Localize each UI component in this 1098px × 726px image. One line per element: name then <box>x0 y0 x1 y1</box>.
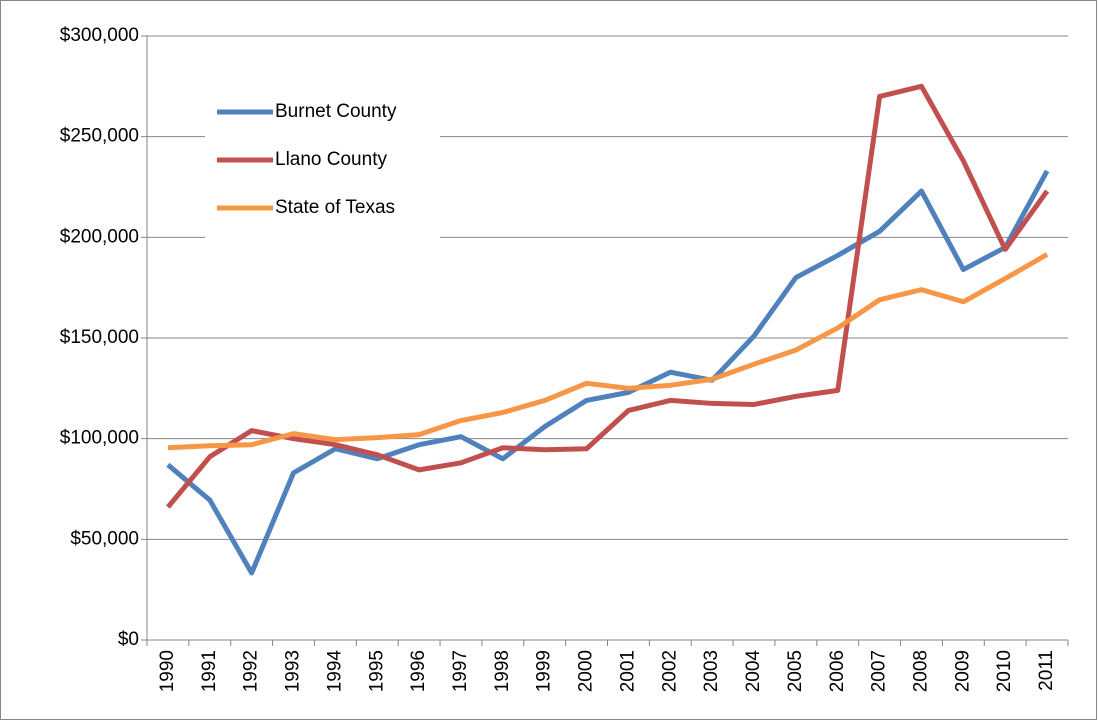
x-tick-label: 2003 <box>701 650 722 692</box>
x-tick-label: 1995 <box>366 650 387 692</box>
x-tick-label: 1993 <box>283 650 304 692</box>
y-tick-label: $0 <box>118 629 139 650</box>
legend-box <box>205 90 440 240</box>
line-series <box>167 252 1049 451</box>
x-tick-label: 1994 <box>324 650 345 693</box>
y-tick-label: $150,000 <box>60 327 139 348</box>
legend-label: Burnet County <box>275 101 397 122</box>
line-series <box>166 83 1050 509</box>
x-tick-label: 2007 <box>869 650 890 692</box>
x-tick-label: 2000 <box>576 650 597 692</box>
x-tick-label: 2005 <box>785 650 806 692</box>
y-tick-label: $200,000 <box>60 226 139 247</box>
x-tick-label: 1990 <box>157 650 178 692</box>
x-tick-label: 1992 <box>241 650 262 692</box>
x-tick-label: 1997 <box>450 650 471 692</box>
x-tick-label: 2001 <box>617 650 638 692</box>
x-tick-label: 2011 <box>1036 650 1057 691</box>
x-tick-label: 2006 <box>827 650 848 692</box>
y-tick-label: $100,000 <box>60 428 139 449</box>
y-tick-label: $50,000 <box>70 528 139 549</box>
x-tick-label: 1991 <box>199 650 220 692</box>
x-tick-label: 2010 <box>994 650 1015 692</box>
x-tick-label: 2008 <box>910 650 931 692</box>
x-tick-label: 2004 <box>743 650 764 693</box>
legend-label: State of Texas <box>275 197 395 218</box>
line-series <box>166 169 1050 576</box>
x-tick-label: 1999 <box>534 650 555 692</box>
legend-label: Llano County <box>275 149 387 170</box>
x-tick-label: 1998 <box>492 650 513 692</box>
x-tick-label: 2009 <box>952 650 973 692</box>
y-tick-label: $250,000 <box>60 126 139 147</box>
x-tick-label: 2002 <box>659 650 680 692</box>
y-tick-label: $300,000 <box>60 25 139 46</box>
x-tick-label: 1996 <box>408 650 429 692</box>
